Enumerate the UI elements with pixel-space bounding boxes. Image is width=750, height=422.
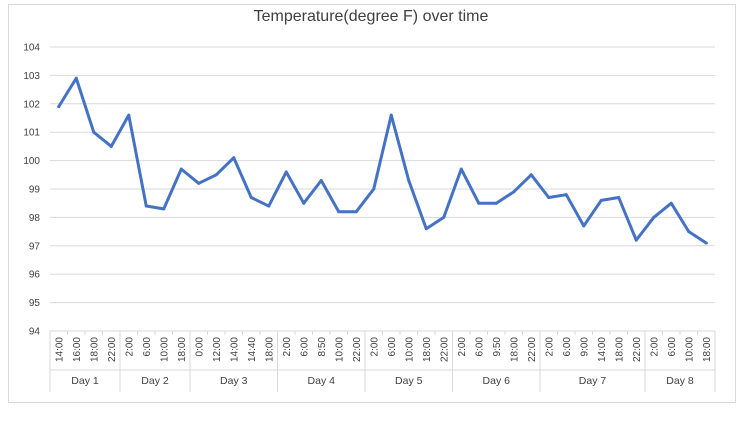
x-tick-label: 18:00	[89, 337, 100, 362]
x-tick-label: 6:00	[299, 337, 310, 357]
x-tick-label: 2:00	[369, 337, 380, 357]
data-point	[179, 167, 183, 171]
y-tick-label: 104	[23, 43, 40, 54]
x-tick-label: 2:00	[649, 337, 660, 357]
data-point	[144, 204, 148, 208]
x-tick-label: 6:00	[667, 337, 678, 357]
x-tick-label: 10:00	[684, 337, 695, 362]
data-point	[459, 167, 463, 171]
x-tick-label: 14:40	[247, 337, 258, 362]
x-tick-label: 18:00	[702, 337, 713, 362]
x-tick-label: 10:00	[334, 337, 345, 362]
data-point	[424, 227, 428, 231]
data-point	[162, 207, 166, 211]
data-point	[529, 173, 533, 177]
data-point	[372, 187, 376, 191]
x-tick-label: 12:00	[212, 337, 223, 362]
x-tick-label: 2:00	[457, 337, 468, 357]
data-point	[442, 215, 446, 219]
group-label: Day 4	[308, 375, 336, 387]
data-point	[687, 230, 691, 234]
x-tick-label: 8:50	[317, 337, 328, 357]
data-point	[564, 193, 568, 197]
y-tick-label: 100	[23, 156, 40, 167]
x-tick-label: 6:00	[474, 337, 485, 357]
data-point	[337, 210, 341, 214]
data-point	[512, 190, 516, 194]
x-tick-label: 10:00	[404, 337, 415, 362]
group-label: Day 3	[220, 375, 248, 387]
x-tick-label: 14:00	[597, 337, 608, 362]
data-point	[127, 113, 131, 117]
group-label: Day 6	[483, 375, 511, 387]
x-tick-label: 14:00	[54, 337, 65, 362]
data-point	[74, 76, 78, 80]
chart-frame	[8, 4, 736, 403]
data-point	[92, 130, 96, 134]
x-tick-label: 14:00	[229, 337, 240, 362]
data-point	[389, 113, 393, 117]
data-point	[704, 241, 708, 245]
y-tick-label: 96	[29, 270, 41, 281]
data-point	[197, 181, 201, 185]
data-point	[57, 105, 61, 109]
x-tick-label: 18:00	[177, 337, 188, 362]
y-tick-label: 103	[23, 71, 40, 82]
chart-title: Temperature(degree F) over time	[253, 8, 489, 25]
x-tick-label: 9:50	[492, 337, 503, 357]
data-point	[407, 178, 411, 182]
x-tick-label: 6:00	[142, 337, 153, 357]
x-tick-label: 18:00	[614, 337, 625, 362]
y-tick-label: 95	[29, 298, 41, 309]
x-tick-label: 22:00	[439, 337, 450, 362]
x-tick-label: 10:00	[159, 337, 170, 362]
x-tick-label: 0:00	[194, 337, 205, 357]
group-label: Day 1	[71, 375, 99, 387]
data-point	[249, 196, 253, 200]
x-tick-label: 18:00	[422, 337, 433, 362]
y-tick-label: 101	[23, 128, 40, 139]
data-point	[669, 201, 673, 205]
data-point	[634, 238, 638, 242]
data-point	[109, 144, 113, 148]
data-point	[319, 178, 323, 182]
x-tick-label: 2:00	[544, 337, 555, 357]
x-tick-label: 22:00	[632, 337, 643, 362]
data-point	[354, 210, 358, 214]
y-tick-label: 99	[29, 185, 41, 196]
x-tick-label: 22:00	[107, 337, 118, 362]
data-point	[494, 201, 498, 205]
group-label: Day 2	[141, 375, 169, 387]
data-point	[652, 215, 656, 219]
group-label: Day 7	[579, 375, 607, 387]
data-point	[232, 156, 236, 160]
x-tick-label: 9:00	[579, 337, 590, 357]
y-tick-label: 94	[29, 327, 41, 338]
data-point	[582, 224, 586, 228]
x-tick-label: 2:00	[124, 337, 135, 357]
group-label: Day 5	[395, 375, 423, 387]
group-label: Day 8	[666, 375, 694, 387]
x-tick-label: 22:00	[527, 337, 538, 362]
y-tick-label: 98	[29, 213, 41, 224]
x-tick-label: 2:00	[282, 337, 293, 357]
y-tick-label: 102	[23, 99, 40, 110]
temperature-line	[57, 76, 708, 245]
data-point	[599, 198, 603, 202]
x-tick-label: 22:00	[352, 337, 363, 362]
data-point	[284, 170, 288, 174]
data-point	[617, 196, 621, 200]
data-point	[214, 173, 218, 177]
x-tick-label: 6:00	[387, 337, 398, 357]
x-tick-label: 16:00	[72, 337, 83, 362]
y-tick-label: 97	[29, 241, 41, 252]
x-tick-label: 18:00	[264, 337, 275, 362]
data-point	[477, 201, 481, 205]
x-tick-label: 18:00	[509, 337, 520, 362]
x-tick-label: 6:00	[562, 337, 573, 357]
data-point	[547, 196, 551, 200]
data-point	[302, 201, 306, 205]
data-point	[267, 204, 271, 208]
